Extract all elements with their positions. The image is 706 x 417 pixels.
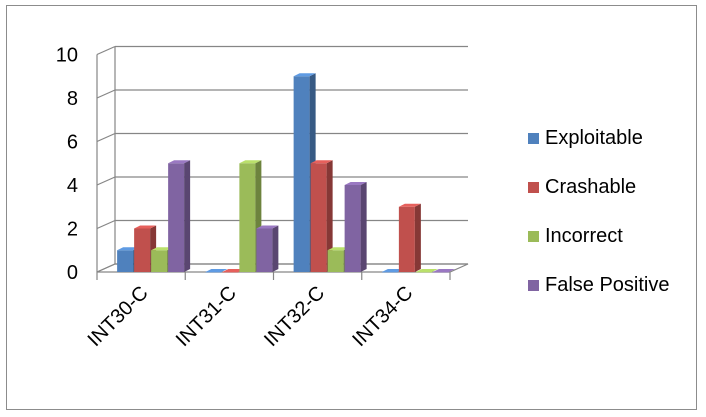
bar-top (381, 269, 404, 272)
legend-label: False Positive (545, 274, 670, 296)
bar (327, 250, 344, 272)
bar (432, 272, 449, 273)
bar-top (293, 73, 316, 77)
bar (381, 272, 398, 273)
bar-top (151, 247, 174, 251)
bar-top (432, 269, 455, 272)
x-tick-label: INT34-C (348, 282, 417, 351)
bar-top (310, 160, 333, 164)
bar (168, 163, 185, 272)
bar-top (205, 269, 228, 272)
legend-swatch (528, 182, 539, 193)
bar-top (256, 225, 279, 229)
gridline-connector (96, 45, 116, 56)
bar-top (327, 247, 350, 251)
gridline-connector (96, 219, 116, 230)
bar (222, 272, 239, 273)
bar-top (344, 182, 367, 185)
y-tick-label: 4 (67, 175, 78, 197)
bar (293, 76, 310, 272)
bar-top (415, 269, 438, 272)
bar (256, 228, 273, 272)
bar (151, 250, 168, 272)
y-tick-label: 2 (67, 219, 78, 241)
bar-side (360, 182, 367, 272)
legend-swatch (528, 280, 539, 291)
bar-side (326, 160, 333, 272)
bar (344, 185, 361, 272)
y-tick-label: 10 (56, 45, 78, 67)
x-tick-label: INT30-C (84, 282, 153, 351)
legend-label: Crashable (545, 176, 637, 198)
bar (205, 272, 222, 273)
bar (310, 163, 327, 272)
bar (239, 163, 256, 272)
bar (398, 206, 415, 272)
bar (117, 250, 134, 272)
bar-top (134, 225, 157, 229)
bar (415, 272, 432, 273)
legend-swatch (528, 231, 539, 242)
bar-top (239, 160, 262, 164)
bar-top (117, 247, 140, 251)
y-tick-label: 8 (67, 88, 78, 110)
x-tick-label: INT32-C (260, 282, 329, 351)
legend-swatch (528, 133, 539, 144)
gridline-connector (96, 132, 116, 143)
y-tick-label: 6 (67, 132, 78, 154)
bar-top (398, 203, 421, 207)
y-tick-label: 0 (67, 262, 78, 284)
bar-side (414, 203, 421, 272)
gridline-connector (96, 176, 116, 186)
gridline-connector (96, 89, 116, 99)
legend-label: Incorrect (545, 225, 623, 247)
legend-label: Exploitable (545, 127, 643, 149)
bar-side (272, 225, 279, 272)
bar-top (222, 269, 245, 272)
bar (134, 228, 151, 272)
bar-top (168, 160, 191, 164)
bar-side (184, 160, 191, 272)
x-tick-label: INT31-C (172, 282, 241, 351)
